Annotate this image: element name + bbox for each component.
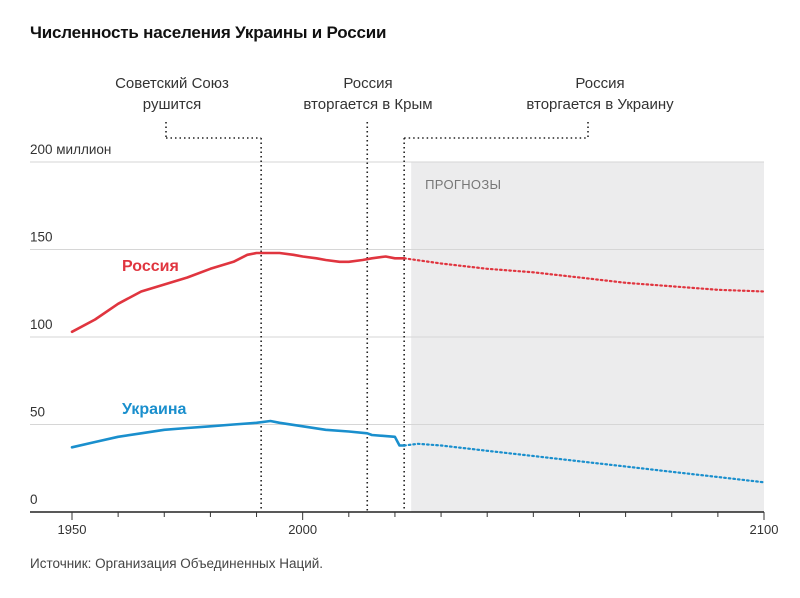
series-forecast-line	[403, 442, 766, 484]
event-label: вторгается в Украину	[526, 96, 674, 113]
x-tick-label: 2100	[750, 522, 779, 537]
event-label: Советский Союз	[115, 75, 229, 92]
x-tick-label: 2000	[288, 522, 317, 537]
chart-title: Численность населения Украины и России	[30, 23, 386, 42]
series-line	[70, 251, 406, 334]
y-tick-label: 200 миллион	[30, 142, 111, 157]
x-tick-label: 1950	[58, 522, 87, 537]
y-tick-label: 100	[30, 317, 53, 332]
source-note: Источник: Организация Объединенных Наций…	[30, 556, 323, 571]
event-label: рушится	[143, 96, 201, 113]
y-tick-label: 150	[30, 230, 53, 245]
series-label: Россия	[122, 258, 179, 275]
y-tick-label: 50	[30, 405, 45, 420]
series-label: Украина	[122, 401, 187, 418]
event-label: Россия	[575, 75, 624, 92]
y-tick-label: 0	[30, 492, 38, 507]
event-label: Россия	[343, 75, 392, 92]
event-label: вторгается в Крым	[303, 96, 432, 113]
series-line	[70, 419, 406, 449]
forecast-label: ПРОГНОЗЫ	[425, 177, 501, 192]
series-forecast-line	[403, 257, 766, 293]
